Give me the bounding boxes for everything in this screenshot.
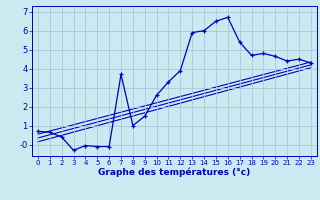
X-axis label: Graphe des températures (°c): Graphe des températures (°c) bbox=[98, 168, 251, 177]
